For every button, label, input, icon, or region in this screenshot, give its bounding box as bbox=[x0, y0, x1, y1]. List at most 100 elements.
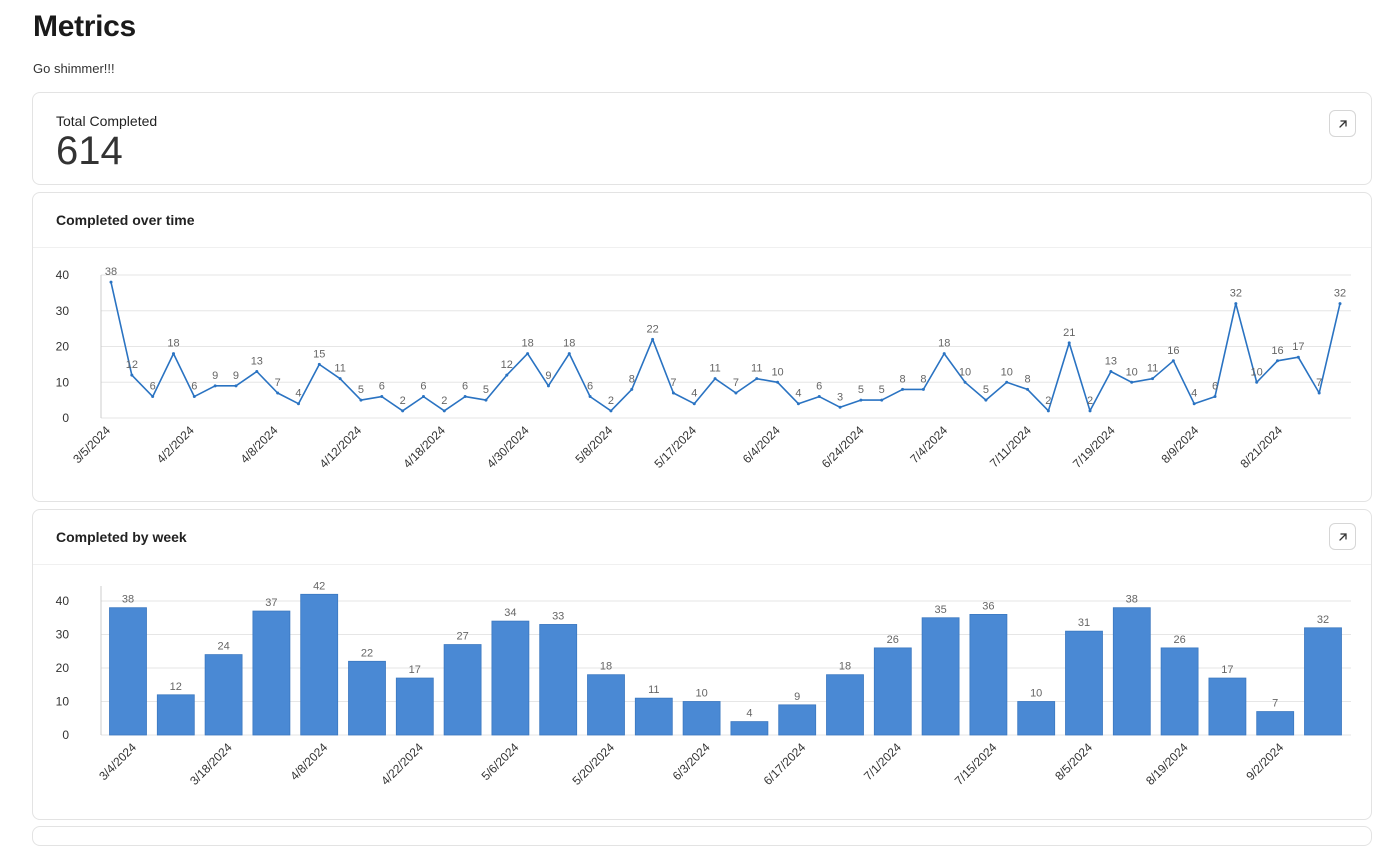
y-tick-label: 30 bbox=[56, 628, 70, 642]
data-label: 8 bbox=[1024, 373, 1030, 385]
data-point bbox=[276, 391, 280, 395]
data-point bbox=[1026, 387, 1030, 391]
x-tick-label: 9/2/2024 bbox=[1243, 740, 1286, 783]
next-card bbox=[32, 826, 1372, 846]
card-title: Completed by week bbox=[56, 529, 187, 545]
bar bbox=[1112, 607, 1151, 736]
data-label: 7 bbox=[670, 377, 676, 389]
x-tick-label: 5/6/2024 bbox=[479, 740, 522, 783]
data-point bbox=[1067, 341, 1071, 345]
data-point bbox=[713, 377, 717, 381]
data-label: 3 bbox=[837, 391, 843, 403]
data-point bbox=[1005, 380, 1009, 384]
data-point bbox=[484, 398, 488, 402]
data-point bbox=[651, 337, 655, 341]
x-tick-label: 8/19/2024 bbox=[1143, 740, 1191, 788]
bar bbox=[634, 697, 673, 736]
data-label: 7 bbox=[733, 377, 739, 389]
data-label: 37 bbox=[265, 597, 277, 609]
data-label: 11 bbox=[751, 363, 762, 375]
bar bbox=[300, 593, 339, 736]
data-point bbox=[984, 398, 988, 402]
card-title: Completed over time bbox=[56, 212, 195, 228]
data-point bbox=[671, 391, 675, 395]
page-subtitle: Go shimmer!!! bbox=[33, 61, 115, 76]
data-point bbox=[838, 405, 842, 409]
data-label: 17 bbox=[1292, 341, 1304, 353]
data-label: 9 bbox=[794, 691, 800, 703]
x-tick-label: 5/17/2024 bbox=[651, 423, 699, 471]
data-label: 18 bbox=[938, 338, 950, 350]
x-tick-label: 4/18/2024 bbox=[400, 423, 448, 471]
data-point bbox=[567, 352, 571, 356]
data-label: 6 bbox=[379, 381, 385, 393]
data-label: 7 bbox=[275, 377, 281, 389]
data-point bbox=[1088, 409, 1092, 413]
data-label: 27 bbox=[456, 631, 468, 643]
x-tick-label: 5/20/2024 bbox=[569, 740, 617, 788]
data-point bbox=[609, 409, 613, 413]
data-point bbox=[1338, 302, 1342, 306]
bar bbox=[348, 660, 386, 736]
data-label: 13 bbox=[1105, 356, 1117, 368]
card-header: Completed over time bbox=[33, 193, 1371, 248]
data-label: 6 bbox=[1212, 381, 1218, 393]
data-point bbox=[505, 373, 509, 377]
data-point bbox=[588, 395, 592, 399]
data-label: 42 bbox=[313, 580, 325, 592]
page-title: Metrics bbox=[33, 10, 136, 43]
expand-button[interactable] bbox=[1329, 110, 1356, 137]
data-point bbox=[692, 402, 696, 406]
total-completed-card: Total Completed 614 bbox=[32, 92, 1372, 185]
y-tick-label: 40 bbox=[56, 594, 70, 608]
data-label: 11 bbox=[709, 363, 720, 375]
expand-button[interactable] bbox=[1329, 523, 1356, 550]
bar bbox=[730, 721, 769, 736]
data-label: 2 bbox=[608, 395, 614, 407]
bar bbox=[156, 694, 195, 736]
data-label: 38 bbox=[105, 266, 117, 278]
data-label: 10 bbox=[695, 688, 707, 700]
x-tick-label: 5/8/2024 bbox=[572, 423, 615, 466]
data-label: 6 bbox=[420, 381, 426, 393]
data-label: 26 bbox=[1173, 634, 1185, 646]
data-point bbox=[109, 280, 113, 284]
data-label: 6 bbox=[150, 381, 156, 393]
bar bbox=[587, 674, 625, 736]
data-label: 2 bbox=[1087, 395, 1093, 407]
data-label: 6 bbox=[191, 381, 197, 393]
x-tick-label: 8/9/2024 bbox=[1158, 423, 1201, 466]
bar bbox=[1208, 677, 1247, 736]
data-label: 33 bbox=[552, 610, 564, 622]
data-label: 2 bbox=[441, 395, 447, 407]
data-label: 8 bbox=[899, 373, 905, 385]
data-label: 4 bbox=[795, 388, 801, 400]
data-point bbox=[421, 395, 425, 399]
x-tick-label: 6/4/2024 bbox=[740, 423, 783, 466]
data-label: 26 bbox=[887, 634, 899, 646]
data-point bbox=[880, 398, 884, 402]
bar bbox=[873, 647, 912, 736]
data-point bbox=[1234, 302, 1238, 306]
data-point bbox=[234, 384, 238, 388]
data-point bbox=[338, 377, 342, 381]
data-point bbox=[546, 384, 550, 388]
data-point bbox=[171, 352, 175, 356]
data-label: 4 bbox=[295, 388, 301, 400]
data-label: 10 bbox=[1251, 366, 1263, 378]
x-tick-label: 7/4/2024 bbox=[907, 423, 950, 466]
data-label: 31 bbox=[1078, 617, 1090, 629]
data-label: 2 bbox=[400, 395, 406, 407]
x-tick-label: 3/5/2024 bbox=[70, 423, 113, 466]
data-point bbox=[1046, 409, 1050, 413]
data-point bbox=[1151, 377, 1155, 381]
data-point bbox=[859, 398, 863, 402]
data-label: 7 bbox=[1272, 698, 1278, 710]
data-point bbox=[192, 395, 196, 399]
x-tick-label: 4/30/2024 bbox=[484, 423, 532, 471]
data-label: 18 bbox=[521, 338, 533, 350]
total-completed-label: Total Completed bbox=[56, 113, 158, 129]
data-label: 15 bbox=[313, 348, 325, 360]
bar bbox=[1017, 701, 1056, 736]
